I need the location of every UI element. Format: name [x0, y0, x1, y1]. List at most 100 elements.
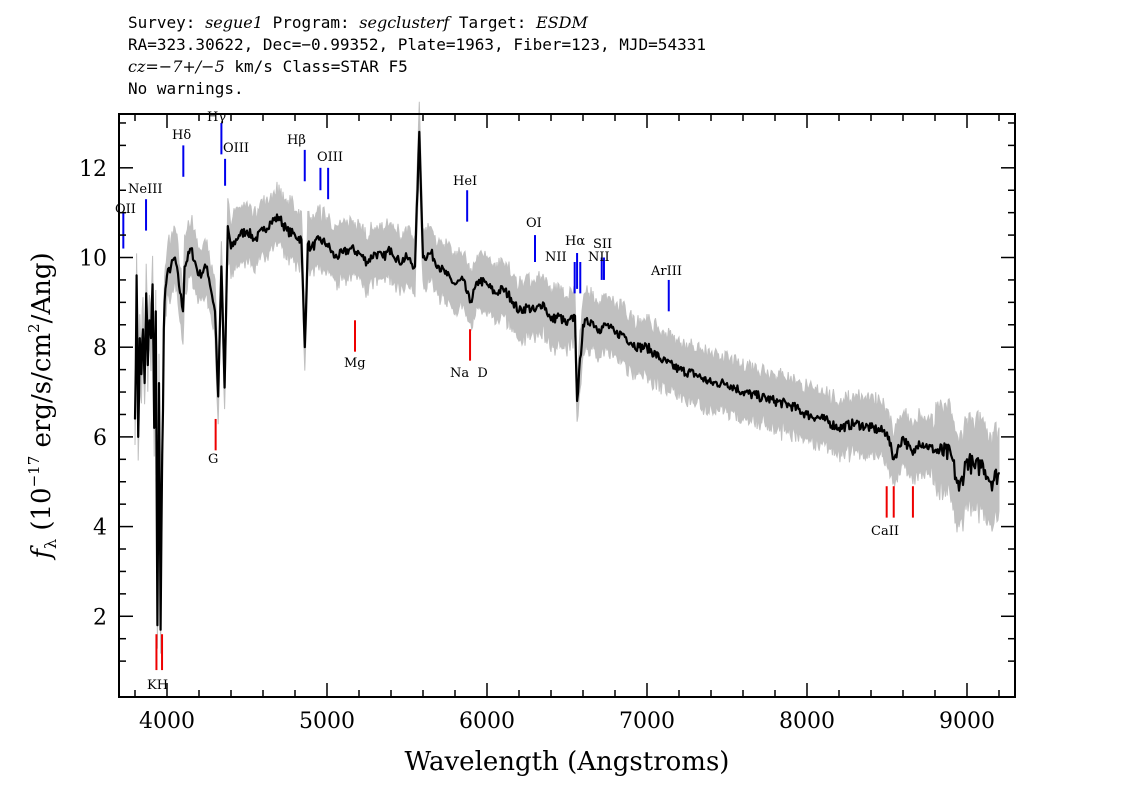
flux-point — [294, 234, 296, 236]
flux-point — [446, 274, 448, 277]
flux-point — [270, 220, 272, 223]
flux-point — [518, 310, 520, 313]
line-label-nii-b: NII — [588, 250, 610, 265]
flux-point — [366, 261, 368, 263]
flux-point — [139, 337, 141, 340]
flux-point — [590, 319, 592, 322]
x-tick-label: 5000 — [299, 709, 355, 734]
line-label-sii: SII — [593, 237, 612, 252]
flux-point — [137, 436, 139, 438]
flux-point — [217, 395, 219, 398]
flux-point — [418, 131, 421, 133]
flux-point — [159, 628, 162, 631]
flux-point — [534, 310, 536, 313]
flux-point — [414, 265, 416, 268]
flux-point — [238, 234, 240, 236]
flux-point — [174, 256, 176, 259]
flux-point — [223, 386, 226, 389]
flux-point — [262, 229, 264, 232]
line-label-neiii: NeIII — [128, 182, 162, 197]
target-label: Target: — [458, 13, 527, 32]
flux-point — [646, 346, 648, 349]
flux-point — [151, 283, 154, 286]
line-label-hei: HeI — [453, 174, 477, 189]
flux-point — [630, 341, 632, 344]
line-label-oiii-b: OIII — [317, 150, 343, 165]
flux-point — [958, 489, 960, 492]
x-axis-label: Wavelength (Angstroms) — [405, 747, 730, 777]
flux-point — [974, 467, 976, 470]
flux-point — [398, 261, 400, 263]
flux-point — [382, 256, 384, 259]
y-tick-label: 12 — [79, 157, 107, 182]
flux-point — [134, 418, 136, 420]
line-label-mg: Mg — [344, 356, 366, 371]
header-line-warnings: No warnings. — [128, 79, 244, 98]
flux-point — [870, 427, 872, 429]
survey-value: segue1 — [205, 13, 263, 32]
flux-point — [166, 274, 168, 277]
flux-point — [145, 292, 147, 295]
flux-point — [153, 427, 155, 429]
flux-point — [510, 297, 512, 299]
header-line-coordinates: RA=323.30622, Dec=−0.99352, Plate=1963, … — [128, 35, 706, 54]
class-text: km/s Class=STAR F5 — [224, 57, 408, 76]
flux-point — [582, 324, 584, 326]
spectrum-header: Survey: segue1 Program: segclusterf Targ… — [128, 12, 706, 100]
flux-point — [334, 256, 336, 259]
flux-point — [300, 238, 303, 241]
flux-point — [156, 624, 159, 626]
flux-point — [140, 373, 143, 375]
flux-point — [550, 319, 552, 322]
flux-point — [469, 301, 471, 304]
flux-point — [574, 315, 576, 317]
flux-point — [622, 332, 624, 335]
flux-point — [198, 274, 200, 277]
flux-point — [886, 431, 888, 434]
flux-point — [147, 364, 149, 366]
flux-error-band — [134, 101, 1000, 654]
flux-point — [161, 454, 163, 456]
line-label-caii: CaII — [871, 524, 899, 539]
y-axis-label-mid2: erg/s/cm — [27, 333, 57, 456]
flux-point — [998, 472, 1000, 474]
flux-point — [307, 243, 309, 245]
line-label-hgamma: Hγ — [207, 110, 226, 125]
flux-point — [227, 225, 229, 227]
flux-point — [934, 449, 936, 452]
flux-point — [230, 247, 232, 250]
y-axis-label-exp1: −17 — [25, 456, 43, 488]
program-value: segclusterf — [359, 13, 450, 32]
flux-point — [486, 283, 488, 286]
header-line-redshift: cz=−7+/−5 km/s Class=STAR F5 — [128, 56, 706, 78]
flux-point — [854, 422, 856, 425]
flux-point — [164, 288, 167, 290]
line-label-nii-a: NII — [545, 250, 567, 265]
flux-point — [638, 346, 640, 349]
y-axis-label-end: /Ang) — [27, 252, 57, 323]
line-label-hdelta: Hδ — [172, 128, 191, 143]
flux-point — [190, 247, 192, 250]
flux-point — [406, 256, 408, 259]
flux-point — [678, 368, 680, 371]
flux-point — [478, 279, 480, 281]
line-label-layer: OII NeIII Hδ Hγ OIII Hβ OIII HeI OI NII … — [115, 110, 899, 693]
flux-point — [155, 310, 157, 313]
flux-point — [246, 229, 248, 232]
flux-point — [462, 279, 464, 281]
y-axis-label-exp2: 2 — [25, 323, 43, 333]
plot-frame — [118, 113, 1016, 698]
flux-point — [142, 328, 144, 331]
flux-layer — [133, 130, 1001, 631]
program-label: Program: — [272, 13, 350, 32]
flux-point — [526, 306, 528, 308]
flux-point — [438, 265, 440, 268]
flux-point — [598, 328, 600, 331]
flux-point — [838, 427, 840, 429]
line-label-halpha: Hα — [565, 234, 585, 249]
flux-point — [918, 440, 920, 443]
line-label-oi: OI — [526, 216, 542, 231]
flux-point — [135, 274, 138, 277]
flux-point — [902, 436, 904, 438]
cz-label: cz= — [128, 57, 159, 76]
